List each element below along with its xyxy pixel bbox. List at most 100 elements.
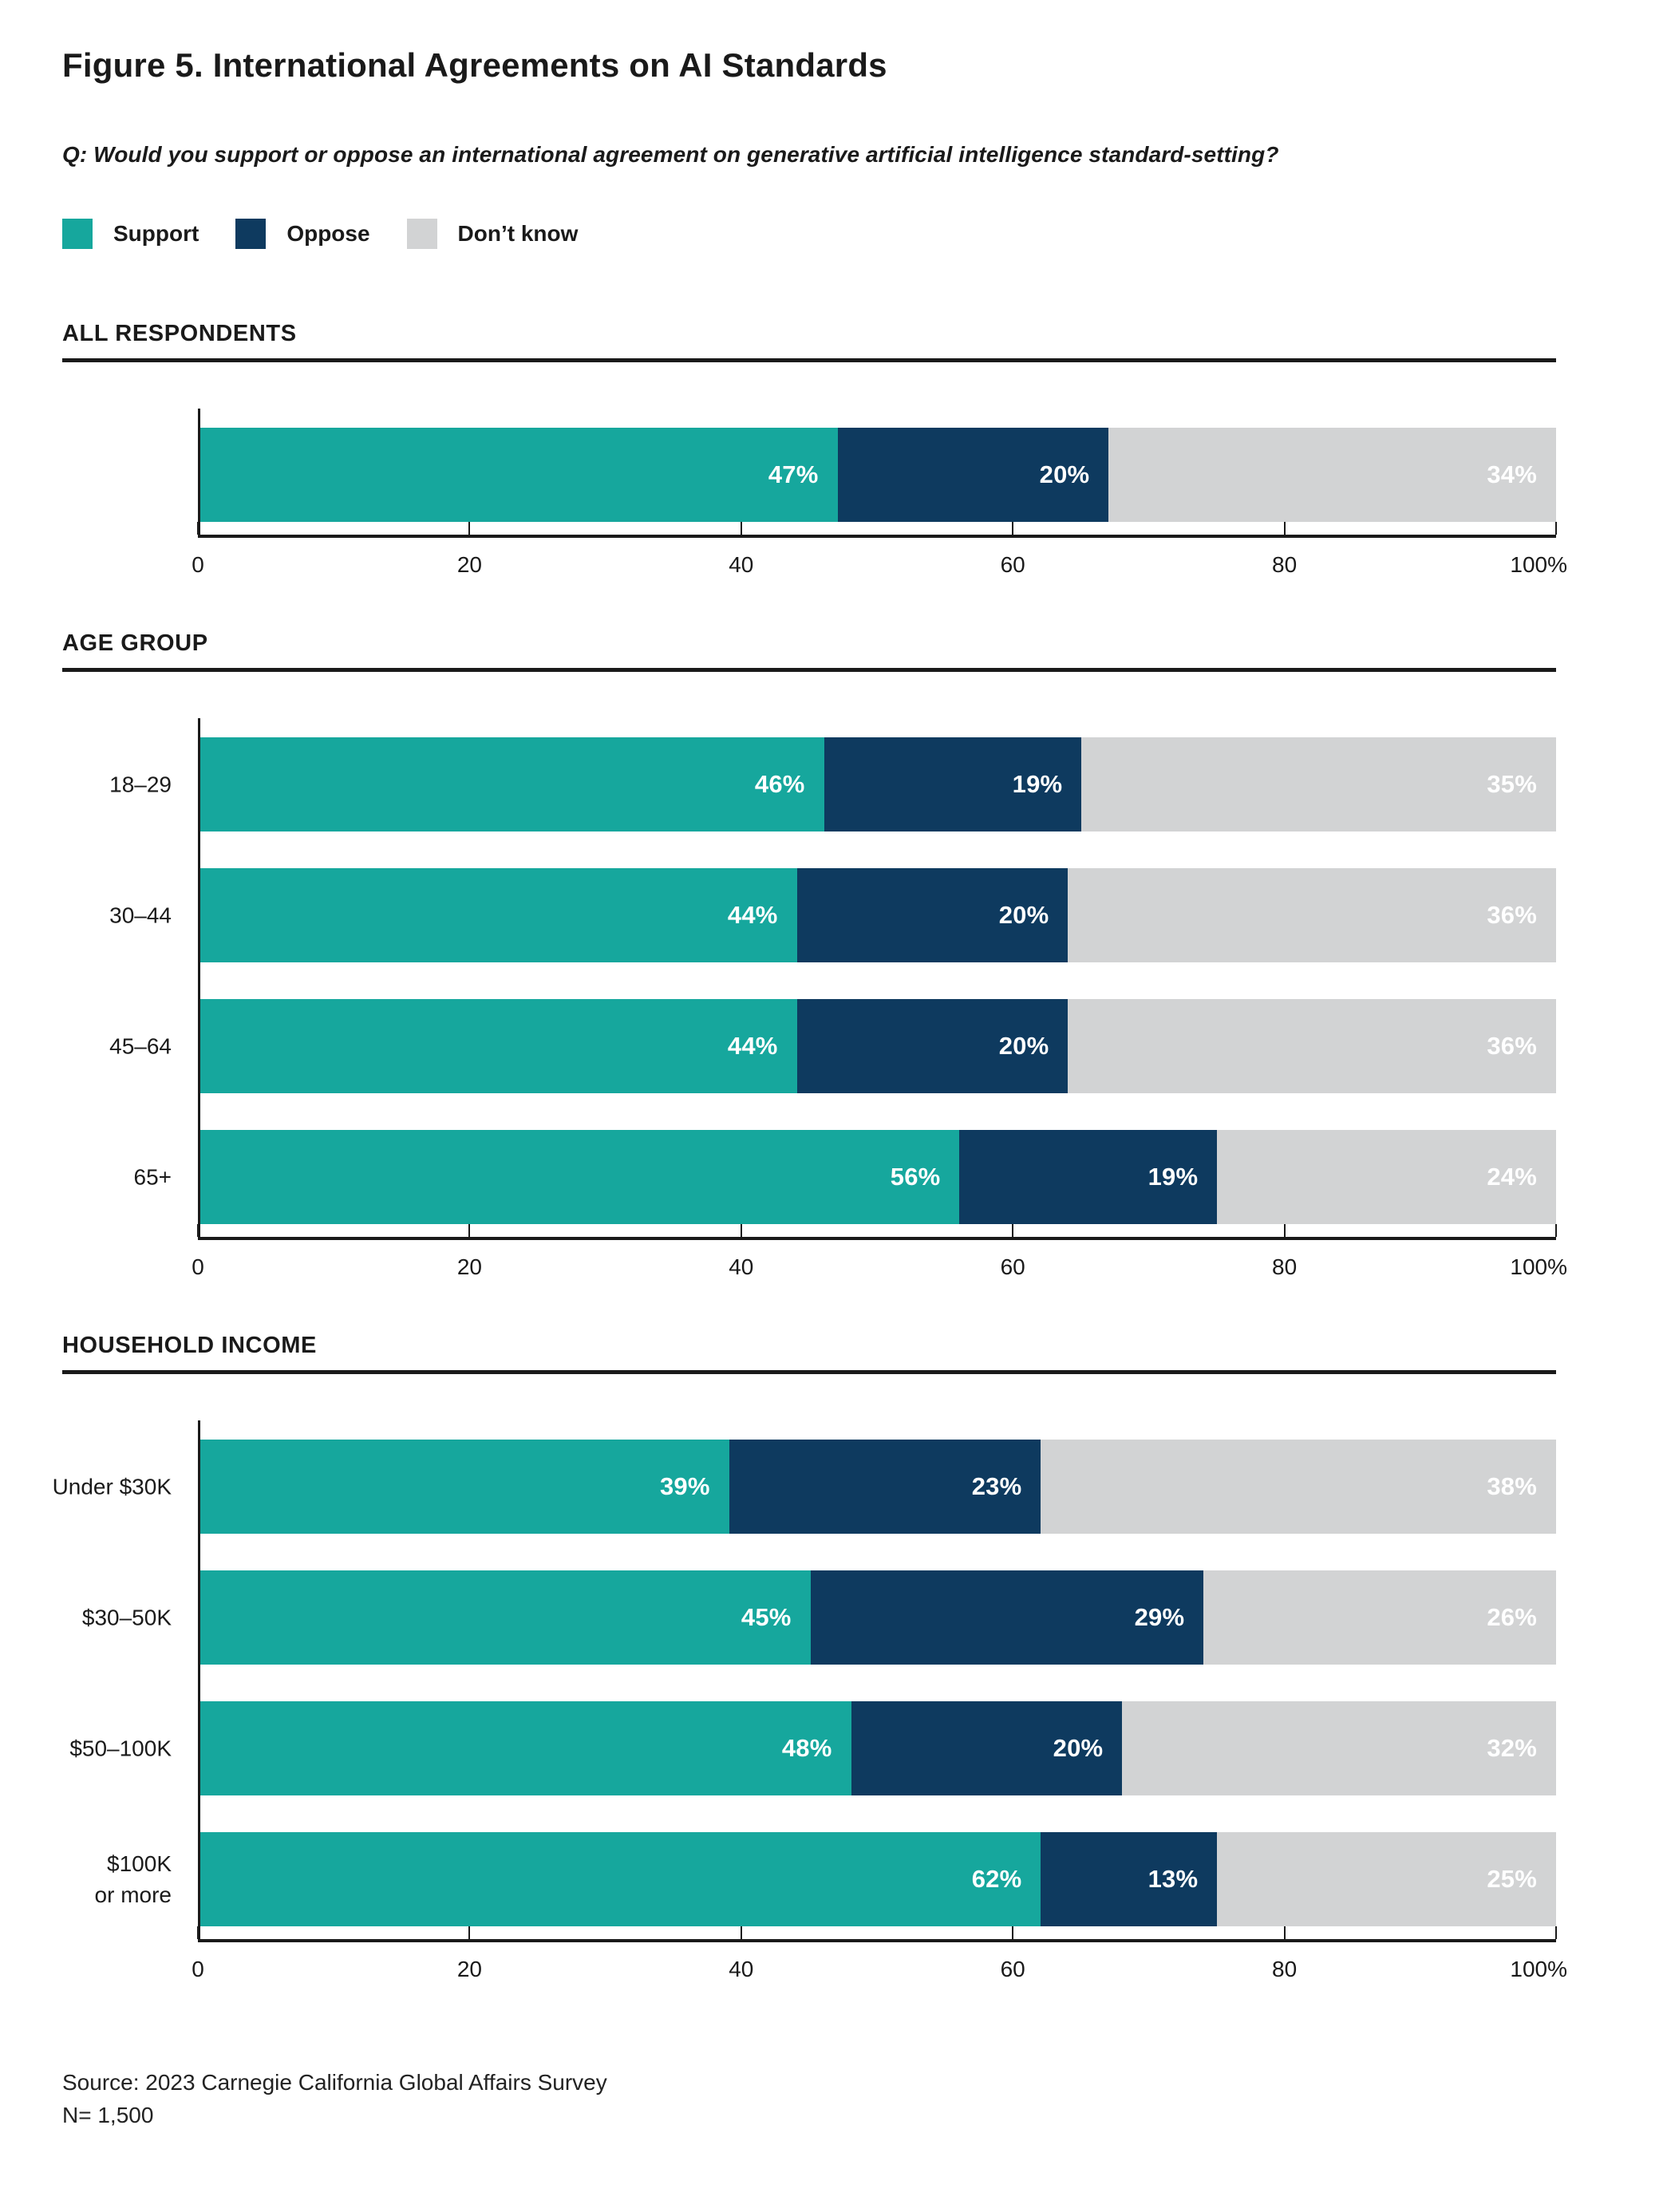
- axis-tick-label: 40: [729, 552, 754, 577]
- section-heading-age-group: AGE GROUP: [62, 630, 208, 656]
- bar-segment-support: 44%: [200, 868, 797, 962]
- bar-segment-oppose: 19%: [959, 1130, 1218, 1224]
- survey-question: Q: Would you support or oppose an intern…: [62, 142, 1279, 167]
- bar-value-label: 23%: [971, 1472, 1022, 1500]
- section-rule: [62, 1370, 1556, 1374]
- axis-tick: [197, 1224, 199, 1237]
- bar-value-label: 44%: [727, 1032, 778, 1060]
- bar-value-label: 13%: [1148, 1865, 1199, 1893]
- axis-tick: [1283, 522, 1286, 535]
- bar-value-label: 48%: [781, 1734, 832, 1762]
- axis-tick: [1283, 1224, 1286, 1237]
- bar-value-label: 19%: [1148, 1163, 1199, 1191]
- chart-all-respondents: 47% 20% 34% 0 20 40 60 80 100%: [192, 409, 1567, 589]
- bar-value-label: 20%: [1053, 1734, 1104, 1762]
- section-age-group: AGE GROUP 18–29 46% 19% 35% 30–44 44% 20% 36% 45…: [62, 630, 1567, 1291]
- bar-row: Under $30K 39% 23% 38%: [53, 1440, 1556, 1534]
- bar-segment-dont-know: 25%: [1217, 1832, 1556, 1926]
- bar-segment-dont-know: 32%: [1122, 1701, 1556, 1795]
- axis-tick-label: 80: [1272, 552, 1298, 577]
- bar-segment-dont-know: 34%: [1108, 428, 1556, 522]
- chart-age-group: 18–29 46% 19% 35% 30–44 44% 20% 36% 45–64 44% 20% 3…: [109, 718, 1567, 1291]
- axis-tick: [1012, 1926, 1014, 1939]
- bar-segment-dont-know: 38%: [1041, 1440, 1556, 1534]
- chart-household-income: Under $30K 39% 23% 38% $30–50K 45% 29% 26% $50–1…: [53, 1420, 1567, 1993]
- figure: Figure 5. International Agreements on AI…: [53, 46, 1567, 2131]
- section-household-income: HOUSEHOLD INCOME Under $30K 39% 23% 38% $30–…: [53, 1333, 1567, 1993]
- section-rule: [62, 668, 1556, 672]
- x-axis: 0 20 40 60 80 100%: [192, 1926, 1567, 1981]
- sample-size: N= 1,500: [62, 2102, 154, 2127]
- bar-row: 65+ 56% 19% 24%: [134, 1130, 1556, 1224]
- bar-segment-support: 48%: [200, 1701, 851, 1795]
- bar-segment-support: 62%: [200, 1832, 1041, 1926]
- bar-value-label: 26%: [1487, 1603, 1537, 1631]
- bar-segment-dont-know: 35%: [1081, 737, 1556, 831]
- bar-segment-support: 44%: [200, 999, 797, 1093]
- bar-segment-oppose: 20%: [851, 1701, 1123, 1795]
- bar-value-label: 39%: [659, 1472, 710, 1500]
- section-all-respondents: ALL RESPONDENTS 47% 20% 34% 0 20 40 60 80 100%: [62, 321, 1567, 589]
- bar-segment-support: 39%: [200, 1440, 729, 1534]
- section-heading-all-respondents: ALL RESPONDENTS: [62, 321, 297, 346]
- support-swatch-icon: [62, 219, 93, 249]
- axis-tick: [1555, 1926, 1557, 1939]
- bar-segment-oppose: 20%: [837, 428, 1109, 522]
- bar-row: $50–100K 48% 20% 32%: [69, 1701, 1556, 1795]
- bar-value-label: 45%: [741, 1603, 792, 1631]
- bar-value-label: 20%: [998, 901, 1049, 929]
- axis-tick: [468, 522, 471, 535]
- axis-tick-label: 20: [456, 552, 482, 577]
- bar-segment-support: 56%: [200, 1130, 960, 1224]
- bar-value-label: 20%: [1039, 460, 1090, 488]
- bar-row-label: Under $30K: [52, 1474, 172, 1499]
- bar-value-label: 32%: [1487, 1734, 1537, 1762]
- bar-row: $100K or more 62% 13% 25%: [95, 1832, 1556, 1926]
- axis-tick-label: 80: [1272, 1957, 1298, 1981]
- bar-value-label: 29%: [1134, 1603, 1185, 1631]
- legend-label-support: Support: [113, 221, 199, 246]
- axis-tick: [468, 1926, 471, 1939]
- bar-row-label: 18–29: [109, 772, 172, 797]
- axis-tick-label: 100%: [1510, 552, 1567, 577]
- bar-row-label: 30–44: [109, 903, 172, 928]
- axis-tick: [468, 1224, 471, 1237]
- axis-tick-label: 60: [1000, 552, 1025, 577]
- axis-tick: [1012, 522, 1014, 535]
- bar-segment-oppose: 29%: [810, 1570, 1204, 1665]
- bar-row-label: $100K or more: [94, 1851, 172, 1907]
- legend-item-support: Support: [62, 219, 199, 249]
- x-axis: 0 20 40 60 80 100%: [192, 522, 1567, 577]
- axis-tick-label: 0: [192, 1957, 204, 1981]
- axis-tick-label: 100%: [1510, 1254, 1567, 1279]
- bar-value-label: 35%: [1487, 770, 1537, 798]
- bar-segment-oppose: 23%: [729, 1440, 1041, 1534]
- bar-value-label: 38%: [1487, 1472, 1537, 1500]
- axis-tick: [1555, 1224, 1557, 1237]
- axis-tick-label: 20: [456, 1254, 482, 1279]
- bar-row-label: $30–50K: [81, 1605, 172, 1630]
- section-heading-household-income: HOUSEHOLD INCOME: [62, 1333, 317, 1358]
- axis-tick: [1283, 1926, 1286, 1939]
- legend-label-dont-know: Don’t know: [457, 221, 579, 246]
- bar-value-label: 20%: [998, 1032, 1049, 1060]
- source-line: Source: 2023 Carnegie California Global …: [62, 2070, 607, 2095]
- bar-value-label: 19%: [1012, 770, 1063, 798]
- axis-tick-label: 0: [192, 1254, 204, 1279]
- bar-row: 45–64 44% 20% 36%: [109, 999, 1556, 1093]
- section-rule: [62, 358, 1556, 362]
- bar-value-label: 56%: [890, 1163, 941, 1191]
- x-axis: 0 20 40 60 80 100%: [192, 1224, 1567, 1279]
- bar-value-label: 44%: [727, 901, 778, 929]
- bar-row: 18–29 46% 19% 35%: [109, 737, 1556, 831]
- bar-segment-support: 47%: [200, 428, 838, 522]
- axis-tick-label: 0: [192, 552, 204, 577]
- figure-footer: Source: 2023 Carnegie California Global …: [62, 2067, 1556, 2131]
- bar-value-label: 25%: [1487, 1865, 1537, 1893]
- plot-area: 18–29 46% 19% 35% 30–44 44% 20% 36% 45–64 44% 20% 3…: [109, 718, 1556, 1237]
- bar-segment-support: 46%: [200, 737, 824, 831]
- axis-tick: [1012, 1224, 1014, 1237]
- axis-tick-label: 20: [456, 1957, 482, 1981]
- bar-value-label: 46%: [754, 770, 805, 798]
- axis-tick: [740, 522, 742, 535]
